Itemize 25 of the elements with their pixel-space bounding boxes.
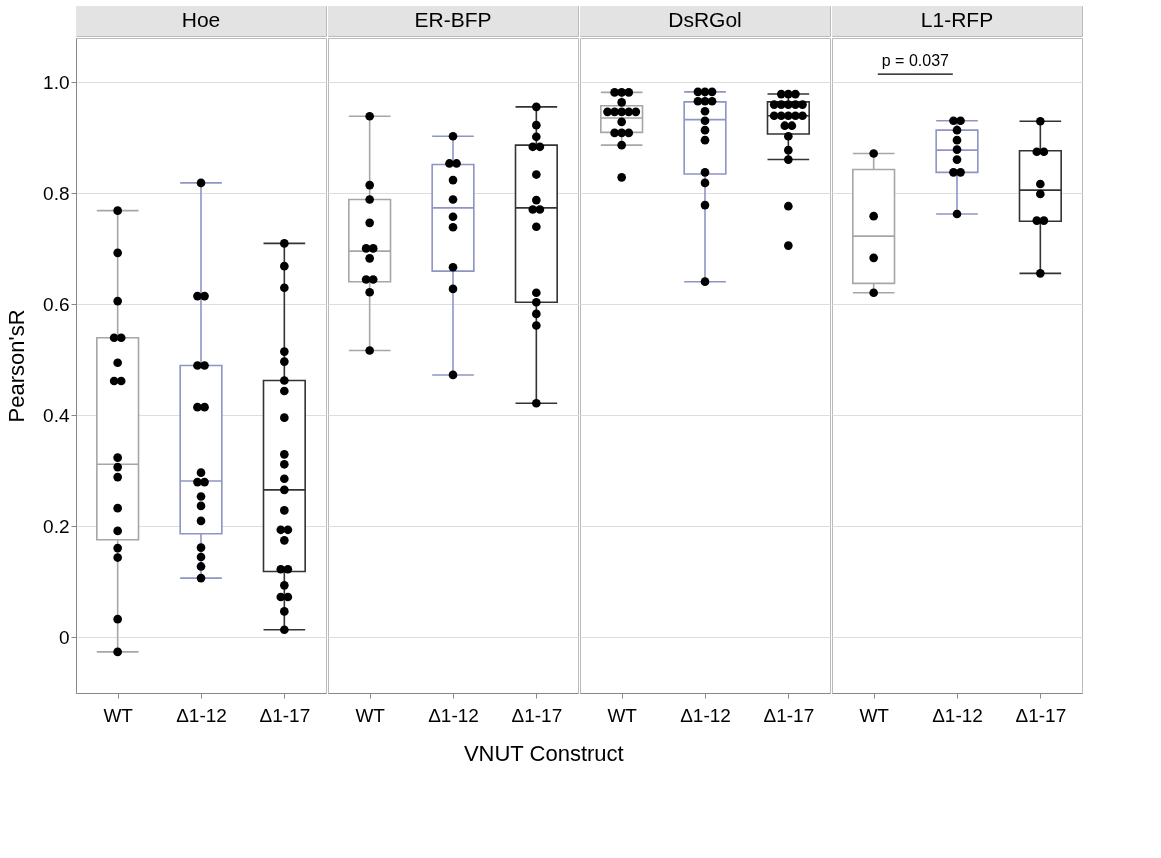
chart-title: DsRGol xyxy=(668,8,742,31)
y-axis-title: Pearson'sR xyxy=(4,309,30,423)
x-tick-label: Δ1-12 xyxy=(680,704,731,726)
x-tick-label: Δ1-17 xyxy=(259,704,311,726)
x-axis-title: VNUT Construct xyxy=(463,740,624,766)
x-tick-label: WT xyxy=(859,704,890,726)
x-tick-label: Δ1-17 xyxy=(763,704,815,726)
chart-title: ER-BFP xyxy=(414,8,492,31)
y-tick-label: 1.0 xyxy=(43,71,70,93)
x-tick-label: Δ1-17 xyxy=(1015,704,1067,726)
x-tick-label: WT xyxy=(355,704,386,726)
x-tick-label: Δ1-12 xyxy=(176,704,227,726)
y-tick-label: 0.6 xyxy=(43,293,70,315)
x-tick-label: WT xyxy=(607,704,638,726)
y-tick-label: 0.8 xyxy=(43,182,70,204)
annotation: p = 0.037 xyxy=(881,51,950,69)
x-tick-label: Δ1-12 xyxy=(932,704,983,726)
x-tick-label: Δ1-12 xyxy=(428,704,479,726)
y-tick-label: 0.4 xyxy=(43,404,70,426)
y-tick-label: 0 xyxy=(58,626,70,648)
x-tick-label: Δ1-17 xyxy=(511,704,563,726)
chart-title: L1-RFP xyxy=(920,8,994,31)
x-tick-label: WT xyxy=(103,704,134,726)
chart-title: Hoe xyxy=(181,8,221,31)
y-tick-label: 0.2 xyxy=(43,515,70,537)
